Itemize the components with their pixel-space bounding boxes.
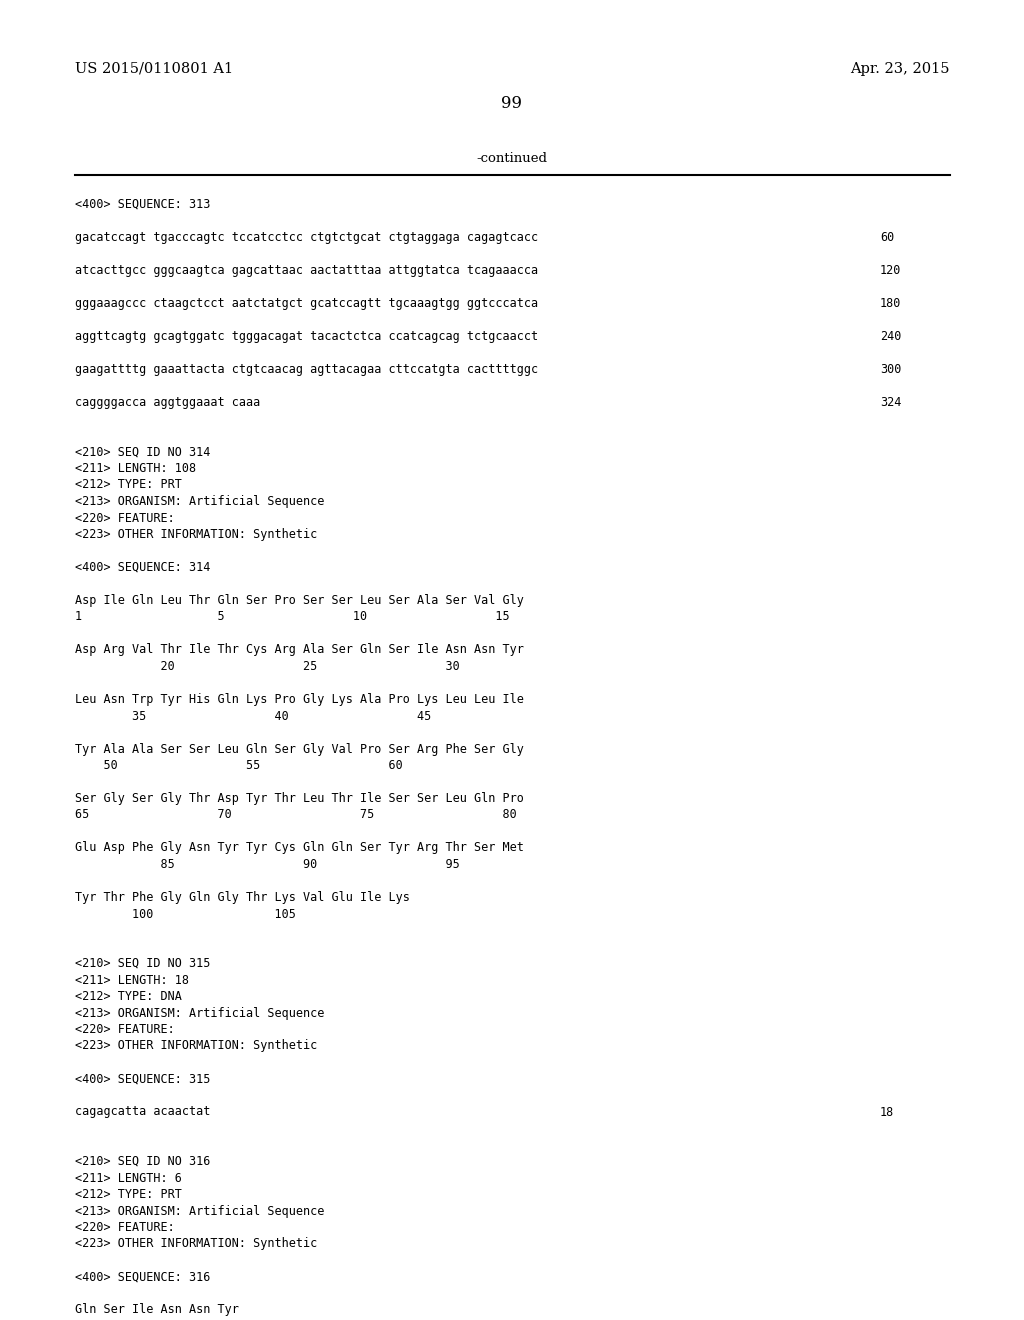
Text: <213> ORGANISM: Artificial Sequence: <213> ORGANISM: Artificial Sequence	[75, 1006, 325, 1019]
Text: gggaaagccc ctaagctcct aatctatgct gcatccagtt tgcaaagtgg ggtcccatca: gggaaagccc ctaagctcct aatctatgct gcatcca…	[75, 297, 539, 310]
Text: <400> SEQUENCE: 315: <400> SEQUENCE: 315	[75, 1072, 210, 1085]
Text: <213> ORGANISM: Artificial Sequence: <213> ORGANISM: Artificial Sequence	[75, 1204, 325, 1217]
Text: <212> TYPE: PRT: <212> TYPE: PRT	[75, 1188, 182, 1201]
Text: 99: 99	[502, 95, 522, 112]
Text: <211> LENGTH: 18: <211> LENGTH: 18	[75, 974, 189, 986]
Text: <220> FEATURE:: <220> FEATURE:	[75, 511, 175, 524]
Text: -continued: -continued	[476, 152, 548, 165]
Text: <213> ORGANISM: Artificial Sequence: <213> ORGANISM: Artificial Sequence	[75, 495, 325, 508]
Text: <212> TYPE: PRT: <212> TYPE: PRT	[75, 479, 182, 491]
Text: <223> OTHER INFORMATION: Synthetic: <223> OTHER INFORMATION: Synthetic	[75, 1040, 317, 1052]
Text: 1                   5                  10                  15: 1 5 10 15	[75, 610, 510, 623]
Text: US 2015/0110801 A1: US 2015/0110801 A1	[75, 62, 233, 77]
Text: Leu Asn Trp Tyr His Gln Lys Pro Gly Lys Ala Pro Lys Leu Leu Ile: Leu Asn Trp Tyr His Gln Lys Pro Gly Lys …	[75, 693, 524, 706]
Text: Asp Arg Val Thr Ile Thr Cys Arg Ala Ser Gln Ser Ile Asn Asn Tyr: Asp Arg Val Thr Ile Thr Cys Arg Ala Ser …	[75, 644, 524, 656]
Text: <212> TYPE: DNA: <212> TYPE: DNA	[75, 990, 182, 1003]
Text: aggttcagtg gcagtggatc tgggacagat tacactctca ccatcagcag tctgcaacct: aggttcagtg gcagtggatc tgggacagat tacactc…	[75, 330, 539, 343]
Text: 35                  40                  45: 35 40 45	[75, 710, 431, 722]
Text: 240: 240	[880, 330, 901, 343]
Text: Apr. 23, 2015: Apr. 23, 2015	[851, 62, 950, 77]
Text: <400> SEQUENCE: 316: <400> SEQUENCE: 316	[75, 1270, 210, 1283]
Text: <211> LENGTH: 108: <211> LENGTH: 108	[75, 462, 197, 475]
Text: Ser Gly Ser Gly Thr Asp Tyr Thr Leu Thr Ile Ser Ser Leu Gln Pro: Ser Gly Ser Gly Thr Asp Tyr Thr Leu Thr …	[75, 792, 524, 805]
Text: <211> LENGTH: 6: <211> LENGTH: 6	[75, 1172, 182, 1184]
Text: <210> SEQ ID NO 314: <210> SEQ ID NO 314	[75, 446, 210, 458]
Text: 120: 120	[880, 264, 901, 277]
Text: <223> OTHER INFORMATION: Synthetic: <223> OTHER INFORMATION: Synthetic	[75, 1238, 317, 1250]
Text: <210> SEQ ID NO 315: <210> SEQ ID NO 315	[75, 957, 210, 970]
Text: atcacttgcc gggcaagtca gagcattaac aactatttaa attggtatca tcagaaacca: atcacttgcc gggcaagtca gagcattaac aactatt…	[75, 264, 539, 277]
Text: Glu Asp Phe Gly Asn Tyr Tyr Cys Gln Gln Ser Tyr Arg Thr Ser Met: Glu Asp Phe Gly Asn Tyr Tyr Cys Gln Gln …	[75, 842, 524, 854]
Text: 20                  25                  30: 20 25 30	[75, 660, 460, 673]
Text: Tyr Ala Ala Ser Ser Leu Gln Ser Gly Val Pro Ser Arg Phe Ser Gly: Tyr Ala Ala Ser Ser Leu Gln Ser Gly Val …	[75, 742, 524, 755]
Text: gaagattttg gaaattacta ctgtcaacag agttacagaa cttccatgta cacttttggc: gaagattttg gaaattacta ctgtcaacag agttaca…	[75, 363, 539, 376]
Text: <210> SEQ ID NO 316: <210> SEQ ID NO 316	[75, 1155, 210, 1168]
Text: <220> FEATURE:: <220> FEATURE:	[75, 1221, 175, 1234]
Text: Gln Ser Ile Asn Asn Tyr: Gln Ser Ile Asn Asn Tyr	[75, 1304, 239, 1316]
Text: Asp Ile Gln Leu Thr Gln Ser Pro Ser Ser Leu Ser Ala Ser Val Gly: Asp Ile Gln Leu Thr Gln Ser Pro Ser Ser …	[75, 594, 524, 607]
Text: cagagcatta acaactat: cagagcatta acaactat	[75, 1106, 210, 1118]
Text: caggggacca aggtggaaat caaa: caggggacca aggtggaaat caaa	[75, 396, 260, 409]
Text: 300: 300	[880, 363, 901, 376]
Text: 85                  90                  95: 85 90 95	[75, 858, 460, 871]
Text: 50                  55                  60: 50 55 60	[75, 759, 402, 772]
Text: 180: 180	[880, 297, 901, 310]
Text: <223> OTHER INFORMATION: Synthetic: <223> OTHER INFORMATION: Synthetic	[75, 528, 317, 541]
Text: 60: 60	[880, 231, 894, 244]
Text: gacatccagt tgacccagtc tccatcctcc ctgtctgcat ctgtaggaga cagagtcacc: gacatccagt tgacccagtc tccatcctcc ctgtctg…	[75, 231, 539, 244]
Text: 65                  70                  75                  80: 65 70 75 80	[75, 808, 517, 821]
Text: 18: 18	[880, 1106, 894, 1118]
Text: <220> FEATURE:: <220> FEATURE:	[75, 1023, 175, 1036]
Text: <400> SEQUENCE: 313: <400> SEQUENCE: 313	[75, 198, 210, 211]
Text: 100                 105: 100 105	[75, 908, 296, 920]
Text: <400> SEQUENCE: 314: <400> SEQUENCE: 314	[75, 561, 210, 574]
Text: 324: 324	[880, 396, 901, 409]
Text: Tyr Thr Phe Gly Gln Gly Thr Lys Val Glu Ile Lys: Tyr Thr Phe Gly Gln Gly Thr Lys Val Glu …	[75, 891, 410, 904]
